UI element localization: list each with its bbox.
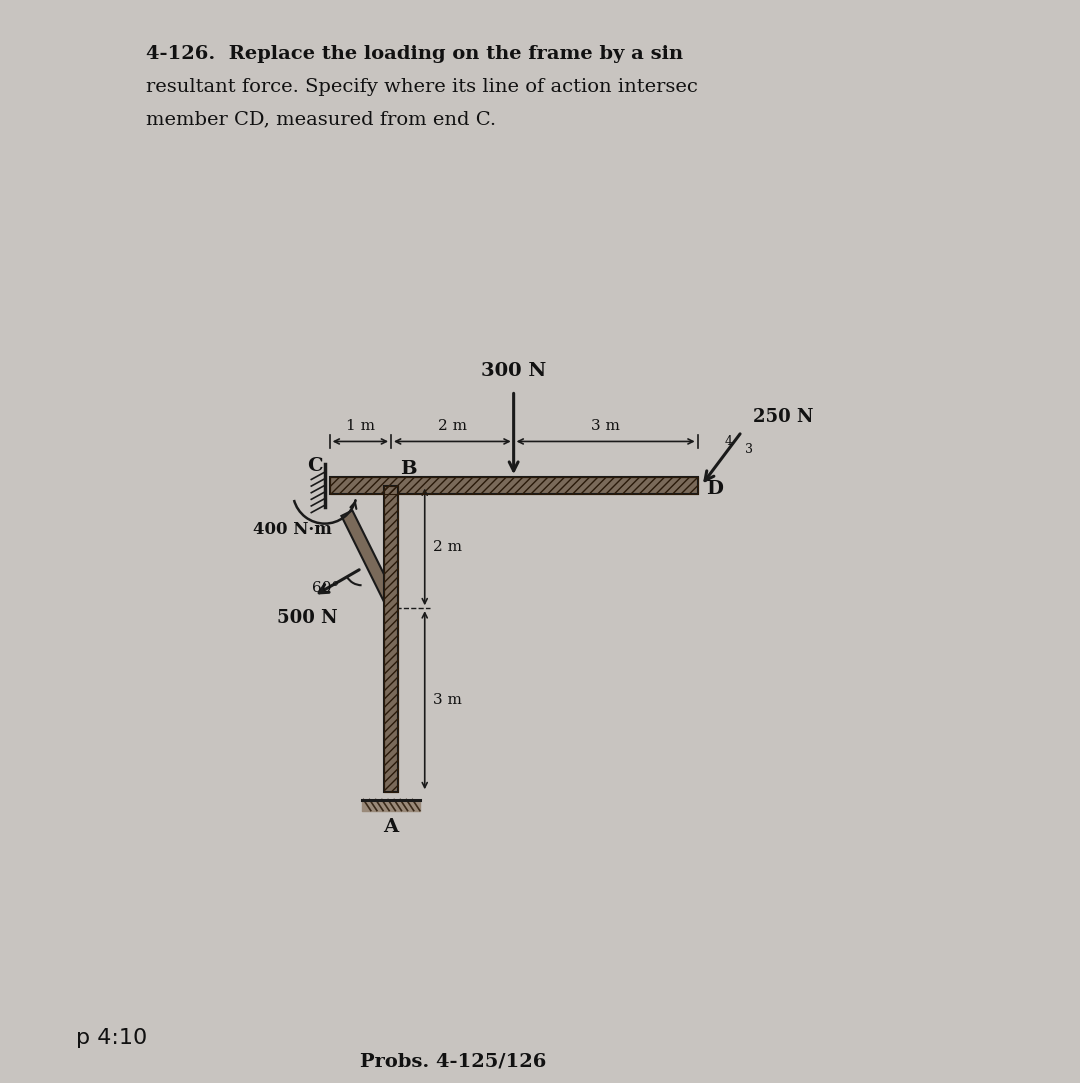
Text: 2 m: 2 m (433, 540, 462, 553)
Text: 3 m: 3 m (433, 693, 462, 707)
Text: 250 N: 250 N (753, 407, 813, 426)
Text: 3 m: 3 m (591, 419, 620, 433)
Text: 300 N: 300 N (481, 362, 546, 379)
Text: 60°: 60° (312, 580, 339, 595)
Text: member CD, measured from end C.: member CD, measured from end C. (146, 110, 496, 129)
Text: 3: 3 (745, 443, 753, 456)
Bar (329, 477, 698, 494)
Text: D: D (706, 480, 724, 498)
Text: 400 N·m: 400 N·m (253, 521, 332, 538)
Text: B: B (401, 460, 417, 479)
Bar (384, 485, 397, 792)
Text: 4: 4 (725, 434, 732, 447)
Text: p 4:10: p 4:10 (76, 1029, 147, 1048)
Text: resultant force. Specify where its line of action intersec: resultant force. Specify where its line … (146, 78, 698, 96)
Text: 1 m: 1 m (346, 419, 375, 433)
Bar (329, 477, 698, 494)
Text: Probs. 4-125/126: Probs. 4-125/126 (361, 1052, 546, 1070)
Polygon shape (341, 510, 396, 604)
Bar (384, 485, 397, 792)
Text: A: A (383, 818, 399, 836)
Text: 2 m: 2 m (437, 419, 467, 433)
Text: C: C (307, 457, 322, 474)
Text: 4-126.  Replace the loading on the frame by a sin: 4-126. Replace the loading on the frame … (146, 45, 683, 64)
Text: 500 N: 500 N (278, 610, 338, 627)
